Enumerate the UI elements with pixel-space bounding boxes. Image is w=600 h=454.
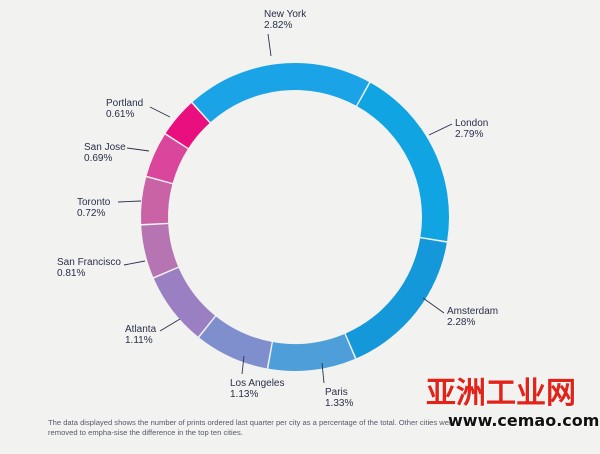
slice-london [357, 82, 450, 242]
category-label: Portland [106, 98, 143, 109]
category-label: Atlanta [125, 324, 157, 335]
category-label: Amsterdam [447, 306, 498, 317]
leader-line [149, 106, 171, 118]
category-label: London [455, 118, 488, 129]
value-label: 2.82% [264, 20, 292, 31]
leader-line [123, 260, 146, 266]
value-label: 0.69% [84, 153, 112, 164]
category-label: Paris [325, 387, 348, 398]
value-label: 0.72% [77, 208, 105, 219]
slice-atlanta [153, 267, 216, 337]
category-label: New York [264, 9, 307, 20]
category-label: Toronto [77, 197, 111, 208]
category-label: Los Angeles [230, 378, 285, 389]
leader-line [159, 318, 181, 332]
leader-line [241, 355, 245, 375]
slice-los-angeles [199, 316, 272, 369]
slice-toronto [141, 177, 173, 224]
value-label: 0.61% [106, 109, 134, 120]
leader-line [126, 147, 150, 152]
category-label: San Jose [84, 142, 126, 153]
donut-slices [141, 62, 450, 371]
category-label: San Francisco [57, 257, 121, 268]
leader-line [267, 33, 272, 57]
leader-line [422, 297, 445, 314]
slice-paris [268, 333, 356, 371]
chart-caption: The data displayed shows the number of p… [48, 418, 456, 437]
leader-line [321, 362, 325, 384]
slice-amsterdam [345, 238, 447, 359]
slice-san-francisco [141, 224, 179, 278]
value-label: 1.11% [125, 335, 153, 346]
watermark-logo: 亚洲工业网 [426, 376, 576, 411]
value-label: 0.81% [57, 268, 85, 279]
watermark-url: www.cemao.com [448, 411, 600, 430]
value-label: 1.33% [325, 398, 353, 409]
slice-new-york [192, 62, 370, 123]
leader-line [428, 123, 453, 136]
slice-san-jose [146, 134, 188, 183]
value-label: 2.28% [447, 317, 475, 328]
value-label: 1.13% [230, 389, 258, 400]
leader-lines [117, 33, 453, 384]
slice-portland [165, 103, 210, 148]
value-label: 2.79% [455, 129, 483, 140]
leader-line [117, 200, 142, 203]
